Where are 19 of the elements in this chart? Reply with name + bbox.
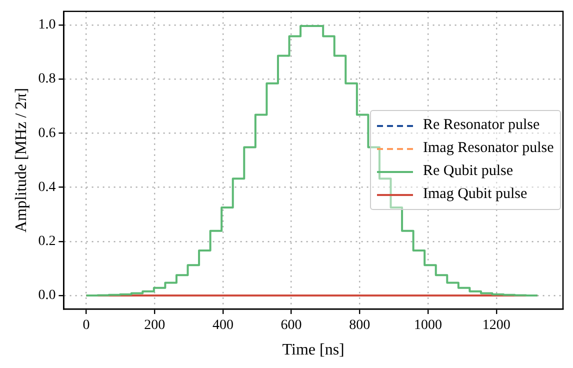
y-tick-label: 0.2: [38, 234, 56, 250]
x-tick-label: 0: [82, 318, 90, 334]
x-tick-label: 400: [212, 318, 234, 334]
x-tick-label: 600: [280, 318, 302, 334]
legend-label: Imag Qubit pulse: [423, 186, 528, 204]
legend-label: Re Qubit pulse: [423, 163, 513, 180]
x-tick-label: 1000: [414, 318, 442, 334]
x-tick-label: 800: [349, 318, 370, 334]
x-tick-label: 200: [144, 318, 166, 334]
x-tick-label: 1200: [482, 318, 510, 334]
y-tick-label: 0.0: [38, 288, 56, 304]
x-axis-title: Time [ns]: [282, 342, 344, 359]
legend-label: Re Resonator pulse: [423, 117, 540, 134]
y-tick-label: 0.8: [38, 72, 56, 87]
legend-label: Imag Resonator pulse: [423, 140, 554, 158]
y-tick-label: 0.6: [38, 126, 56, 141]
y-tick-label: 1.0: [38, 18, 56, 33]
y-tick-label: 0.4: [38, 180, 56, 195]
y-axis-title: Amplitude [MHz / 2π]: [12, 88, 30, 232]
